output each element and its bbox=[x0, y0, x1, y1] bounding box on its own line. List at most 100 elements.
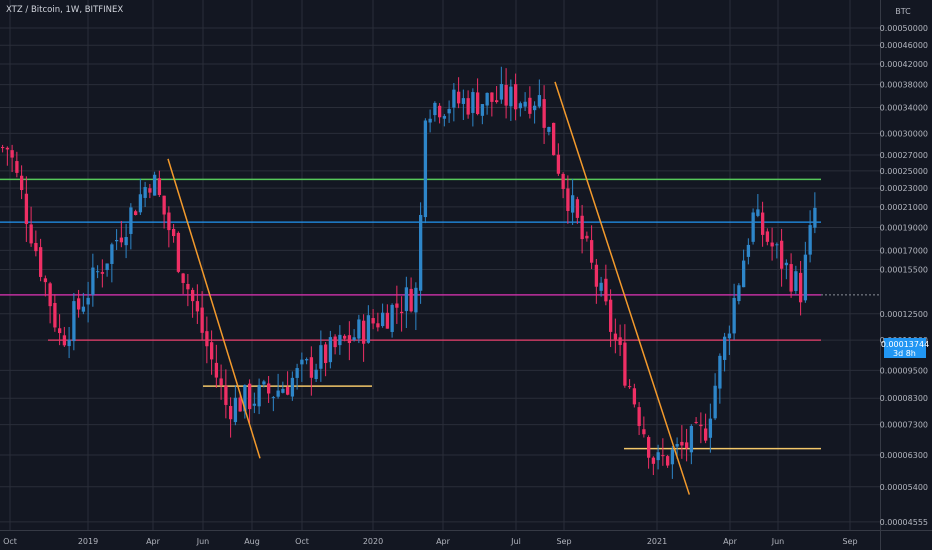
candle-down bbox=[699, 424, 703, 427]
candle-up bbox=[305, 359, 309, 361]
trend-line bbox=[554, 81, 691, 495]
candle-down bbox=[623, 342, 627, 386]
candle-down bbox=[651, 457, 656, 464]
symbol-title: XTZ / Bitcoin, 1W, BITFINEX bbox=[6, 5, 123, 15]
candle-up bbox=[708, 418, 713, 438]
candle-down bbox=[376, 323, 380, 328]
y-tick-label: 0.00030000 bbox=[880, 129, 928, 138]
candle-down bbox=[647, 437, 651, 458]
candle-down bbox=[286, 387, 290, 395]
candles bbox=[1, 66, 817, 479]
candle-down bbox=[229, 406, 233, 420]
candle-down bbox=[248, 383, 252, 410]
candle-down bbox=[210, 342, 214, 360]
candle-up bbox=[442, 115, 447, 119]
y-tick-label: 0.00025000 bbox=[880, 167, 928, 176]
x-tick-label: Sep bbox=[556, 537, 571, 546]
time-axis[interactable]: Oct 2019 Apr Jun Aug Oct 2020 Apr Jul Sep 2021 Apr J… bbox=[0, 530, 932, 547]
candle-down bbox=[205, 331, 209, 347]
candle-down bbox=[799, 272, 803, 303]
candle-up bbox=[129, 207, 133, 234]
price-axis[interactable]: 0.00004555 0.00005400 0.00006300 0.00007300… bbox=[880, 0, 928, 550]
candle-up bbox=[252, 403, 257, 406]
candle-up bbox=[290, 377, 295, 397]
candle-down bbox=[566, 188, 570, 211]
candle-down bbox=[575, 199, 580, 218]
candle-down bbox=[780, 240, 784, 269]
candle-down bbox=[400, 311, 404, 314]
y-tick-label: 0.00027000 bbox=[880, 151, 928, 160]
candle-down bbox=[181, 273, 185, 283]
candle-up bbox=[727, 333, 732, 339]
x-tick-label: Apr bbox=[436, 537, 451, 546]
candle-down bbox=[157, 178, 162, 195]
y-tick-label: 0.00050000 bbox=[880, 24, 928, 33]
candle-up bbox=[91, 267, 95, 295]
candle-down bbox=[24, 193, 29, 224]
candle-up bbox=[461, 98, 466, 104]
x-tick-label: Apr bbox=[723, 537, 738, 546]
candle-up bbox=[110, 244, 114, 264]
candle-down bbox=[504, 84, 508, 106]
candle-down bbox=[685, 442, 689, 449]
candle-down bbox=[34, 242, 38, 252]
candle-down bbox=[195, 301, 200, 312]
y-tick-label: 0.00009500 bbox=[880, 366, 928, 375]
candle-down bbox=[609, 299, 613, 332]
candle-up bbox=[390, 304, 394, 332]
candle-up bbox=[675, 444, 679, 447]
candle-up bbox=[328, 337, 333, 363]
candle-down bbox=[20, 175, 24, 191]
candle-down bbox=[172, 228, 176, 237]
candle-up bbox=[271, 397, 276, 399]
candle-down bbox=[214, 362, 219, 378]
candle-down bbox=[580, 215, 584, 240]
candle-down bbox=[680, 441, 684, 446]
candle-up bbox=[447, 109, 451, 114]
candle-up bbox=[233, 397, 238, 423]
candle-up bbox=[732, 297, 736, 334]
candle-down bbox=[119, 237, 124, 243]
candle-down bbox=[585, 235, 589, 239]
candle-down bbox=[514, 84, 518, 110]
candle-up bbox=[295, 368, 299, 378]
candle-up bbox=[485, 92, 489, 106]
countdown-label: 3d 8h bbox=[893, 349, 916, 358]
candle-up bbox=[124, 237, 128, 246]
candle-up bbox=[737, 285, 741, 302]
candle-up bbox=[281, 388, 285, 393]
candle-down bbox=[43, 278, 48, 283]
candle-down bbox=[666, 456, 670, 466]
candle-down bbox=[395, 303, 399, 308]
candle-down bbox=[219, 378, 223, 386]
candle-up bbox=[357, 319, 361, 339]
x-tick-label: Aug bbox=[244, 537, 260, 546]
grid-lines bbox=[0, 0, 880, 530]
x-tick-label: Jul bbox=[510, 537, 521, 546]
candle-down bbox=[409, 288, 413, 312]
price-tag-box bbox=[884, 338, 926, 358]
candle-down bbox=[191, 289, 195, 302]
candle-up bbox=[138, 194, 143, 213]
candle-down bbox=[765, 231, 770, 242]
candle-up bbox=[428, 118, 432, 123]
candle-up bbox=[537, 95, 542, 107]
candle-up bbox=[86, 297, 90, 305]
candle-up bbox=[300, 359, 304, 365]
candle-down bbox=[176, 232, 181, 272]
x-tick-label: Jun bbox=[196, 537, 210, 546]
candle-down bbox=[333, 336, 337, 348]
candle-down bbox=[704, 428, 708, 441]
candle-up bbox=[713, 385, 717, 419]
candle-down bbox=[371, 318, 375, 324]
candle-up bbox=[404, 287, 409, 312]
candle-up bbox=[689, 425, 694, 453]
candle-up bbox=[756, 209, 760, 216]
candle-down bbox=[343, 335, 347, 339]
candle-up bbox=[751, 212, 755, 242]
candle-up bbox=[366, 315, 371, 343]
x-tick-label: Oct bbox=[295, 537, 309, 546]
y-tick-label: 0.00034000 bbox=[880, 104, 928, 113]
